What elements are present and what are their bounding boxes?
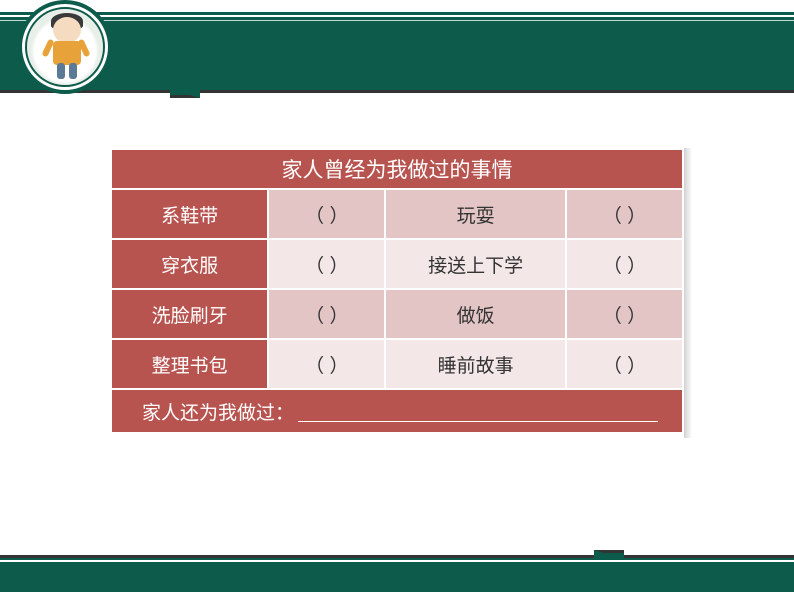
row-label: 系鞋带 — [111, 189, 268, 239]
row-label: 穿衣服 — [111, 239, 268, 289]
fill-in-blank[interactable] — [298, 404, 658, 422]
table-title: 家人曾经为我做过的事情 — [111, 149, 683, 189]
bottom-banner — [0, 558, 794, 592]
table-row: 系鞋带 （ ） 玩耍 （ ） — [111, 189, 683, 239]
checkbox-cell[interactable]: （ ） — [268, 289, 385, 339]
boy-body-icon — [53, 41, 81, 65]
top-notch — [170, 88, 200, 98]
footer-label: 家人还为我做过： — [142, 403, 294, 424]
table-row: 整理书包 （ ） 睡前故事 （ ） — [111, 339, 683, 389]
row-label: 洗脸刷牙 — [111, 289, 268, 339]
row-label-right: 接送上下学 — [385, 239, 566, 289]
checkbox-cell[interactable]: （ ） — [566, 189, 683, 239]
table-shadow — [684, 148, 692, 438]
checkbox-cell[interactable]: （ ） — [268, 239, 385, 289]
boy-leg-icon — [69, 63, 77, 79]
row-label-right: 做饭 — [385, 289, 566, 339]
top-edge — [0, 90, 794, 93]
table-row: 洗脸刷牙 （ ） 做饭 （ ） — [111, 289, 683, 339]
banner-rule-thin — [0, 20, 794, 21]
checkbox-cell[interactable]: （ ） — [566, 289, 683, 339]
activities-table: 家人曾经为我做过的事情 系鞋带 （ ） 玩耍 （ ） 穿衣服 （ ） 接送上下学… — [110, 148, 684, 434]
checkbox-cell[interactable]: （ ） — [566, 339, 683, 389]
avatar — [18, 0, 112, 94]
row-label-right: 玩耍 — [385, 189, 566, 239]
avatar-inner — [25, 7, 105, 87]
banner-rule — [0, 15, 794, 17]
checkbox-cell[interactable]: （ ） — [566, 239, 683, 289]
boy-leg-icon — [57, 63, 65, 79]
table-footer: 家人还为我做过： — [111, 389, 683, 433]
top-banner — [0, 12, 794, 90]
banner-rule — [0, 560, 794, 562]
boy-head-icon — [53, 17, 81, 43]
checkbox-cell[interactable]: （ ） — [268, 189, 385, 239]
checkbox-cell[interactable]: （ ） — [268, 339, 385, 389]
row-label: 整理书包 — [111, 339, 268, 389]
table-row: 穿衣服 （ ） 接送上下学 （ ） — [111, 239, 683, 289]
row-label-right: 睡前故事 — [385, 339, 566, 389]
